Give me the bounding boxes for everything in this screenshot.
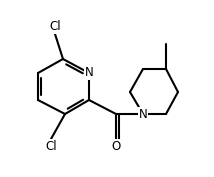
Text: Cl: Cl [45,139,57,153]
Text: N: N [139,107,147,121]
Text: Cl: Cl [49,21,61,33]
Text: O: O [111,139,121,153]
Text: N: N [85,67,93,79]
